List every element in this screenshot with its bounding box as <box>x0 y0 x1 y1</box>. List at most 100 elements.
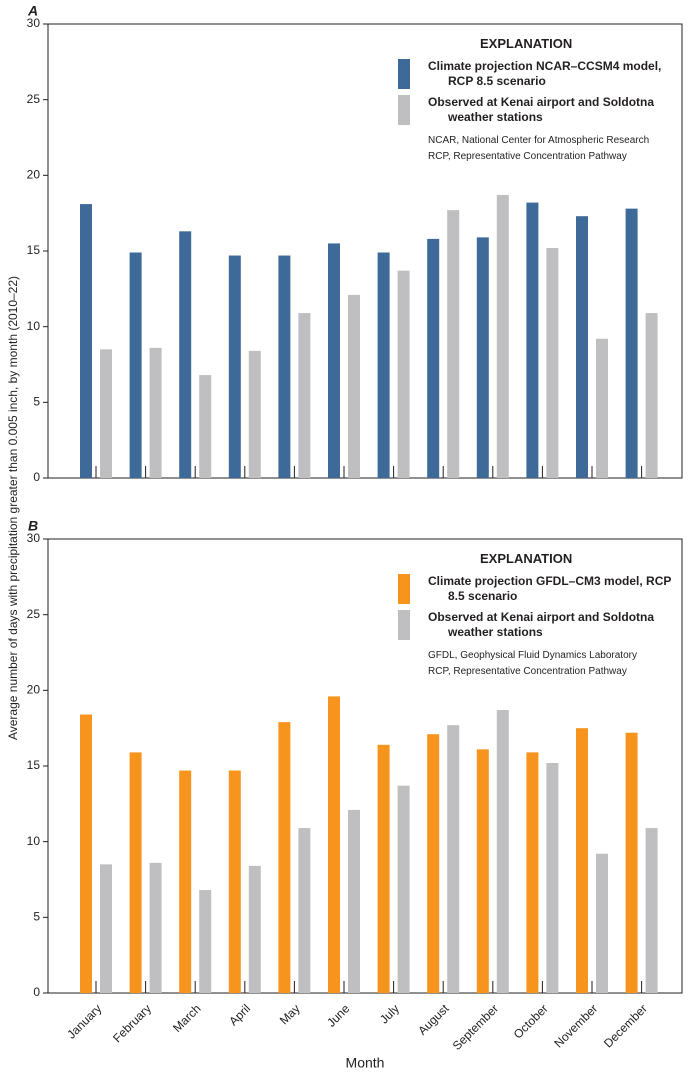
legend-title: EXPLANATION <box>480 36 573 51</box>
x-tick-label: January <box>64 1001 104 1041</box>
bar <box>476 749 489 993</box>
bar <box>546 762 559 993</box>
x-tick-label: April <box>226 1001 253 1028</box>
bar <box>100 349 112 478</box>
bar <box>228 770 241 993</box>
bar <box>427 238 440 478</box>
bar <box>476 237 489 478</box>
x-tick-label: December <box>601 1001 650 1050</box>
bar <box>179 231 192 478</box>
bar <box>278 722 291 993</box>
y-tick-label: 25 <box>27 92 41 106</box>
bar <box>228 255 241 478</box>
bar <box>179 770 192 993</box>
bar <box>397 785 410 993</box>
y-tick-label: 30 <box>27 531 41 545</box>
bar <box>625 732 638 993</box>
bar <box>80 204 92 478</box>
bar <box>149 862 162 993</box>
bar <box>298 313 311 478</box>
legend-label: Observed at Kenai airport and Soldotna w… <box>428 95 655 124</box>
y-tick-label: 5 <box>33 395 40 409</box>
bar <box>526 752 539 993</box>
bar <box>377 744 390 993</box>
legend: EXPLANATION Climate projection NCAR–CCSM4… <box>398 36 678 165</box>
legend-item: Observed at Kenai airport and Soldotna w… <box>398 95 678 125</box>
bar <box>129 252 142 478</box>
bar <box>546 247 559 478</box>
bar <box>100 864 112 993</box>
bar <box>596 338 608 478</box>
bar <box>576 728 588 993</box>
bar <box>80 714 92 993</box>
panel-label: B <box>28 518 38 534</box>
legend-swatch <box>398 59 410 89</box>
legend-item: Climate projection NCAR–CCSM4 model, RCP… <box>398 59 678 89</box>
bar <box>199 890 212 993</box>
y-tick-label: 0 <box>33 470 40 484</box>
legend-note: RCP, Representative Concentration Pathwa… <box>428 151 627 162</box>
bar <box>328 696 340 993</box>
bar <box>129 752 142 993</box>
bar <box>248 865 261 993</box>
bar <box>328 243 340 478</box>
bar <box>248 350 261 478</box>
y-tick-label: 30 <box>27 16 41 30</box>
y-tick-label: 15 <box>27 243 41 257</box>
bar <box>348 809 360 993</box>
legend-note: NCAR, National Center for Atmospheric Re… <box>428 135 650 146</box>
legend-swatch <box>398 574 410 604</box>
bar <box>447 725 460 993</box>
bar <box>496 195 509 479</box>
bar <box>645 828 658 993</box>
y-tick-label: 10 <box>27 319 41 333</box>
x-tick-label: July <box>377 1001 402 1026</box>
panel-label: A <box>27 3 38 19</box>
y-tick-label: 0 <box>33 985 40 999</box>
y-tick-label: 20 <box>27 683 41 697</box>
x-tick-label: March <box>170 1001 203 1034</box>
legend-note: GFDL, Geophysical Fluid Dynamics Laborat… <box>428 650 637 661</box>
y-tick-label: 15 <box>27 758 41 772</box>
bar <box>278 255 291 478</box>
bar <box>576 216 588 478</box>
x-tick-label: September <box>450 1001 501 1052</box>
legend-label: Observed at Kenai airport and Soldotna w… <box>428 610 655 639</box>
legend-label: Climate projection NCAR–CCSM4 model, RCP… <box>428 59 662 88</box>
y-tick-label: 10 <box>27 834 41 848</box>
x-tick-label: May <box>277 1001 303 1027</box>
legend-swatch <box>398 95 410 125</box>
x-tick-label: November <box>551 1001 600 1050</box>
legend: EXPLANATION Climate projection GFDL–CM3 m… <box>398 551 678 680</box>
legend-note: RCP, Representative Concentration Pathwa… <box>428 666 627 677</box>
y-axis-label: Average number of days with precipitatio… <box>6 276 20 740</box>
legend-notes: GFDL, Geophysical Fluid Dynamics Laborat… <box>398 648 678 680</box>
bar <box>496 710 509 993</box>
legend-label: Climate projection GFDL–CM3 model, RCP 8… <box>428 574 672 603</box>
legend-item: Climate projection GFDL–CM3 model, RCP 8… <box>398 574 678 604</box>
bar <box>348 294 360 478</box>
legend-title: EXPLANATION <box>480 551 573 566</box>
legend-swatch <box>398 610 410 640</box>
bar <box>526 202 539 478</box>
x-tick-label: August <box>415 1001 452 1038</box>
bar <box>645 313 658 478</box>
y-tick-label: 20 <box>27 168 41 182</box>
bar <box>625 208 638 479</box>
x-tick-label: October <box>511 1001 551 1041</box>
bar <box>149 347 162 478</box>
bar <box>199 375 212 478</box>
bar <box>298 828 311 993</box>
bar <box>447 210 460 478</box>
x-tick-label: February <box>110 1001 154 1045</box>
x-axis-label: Month <box>346 1055 385 1071</box>
y-tick-label: 25 <box>27 607 41 621</box>
x-tick-label: June <box>324 1001 353 1030</box>
legend-notes: NCAR, National Center for Atmospheric Re… <box>398 133 678 165</box>
bar <box>397 270 410 478</box>
bar <box>596 853 608 993</box>
y-tick-label: 5 <box>33 910 40 924</box>
legend-item: Observed at Kenai airport and Soldotna w… <box>398 610 678 640</box>
